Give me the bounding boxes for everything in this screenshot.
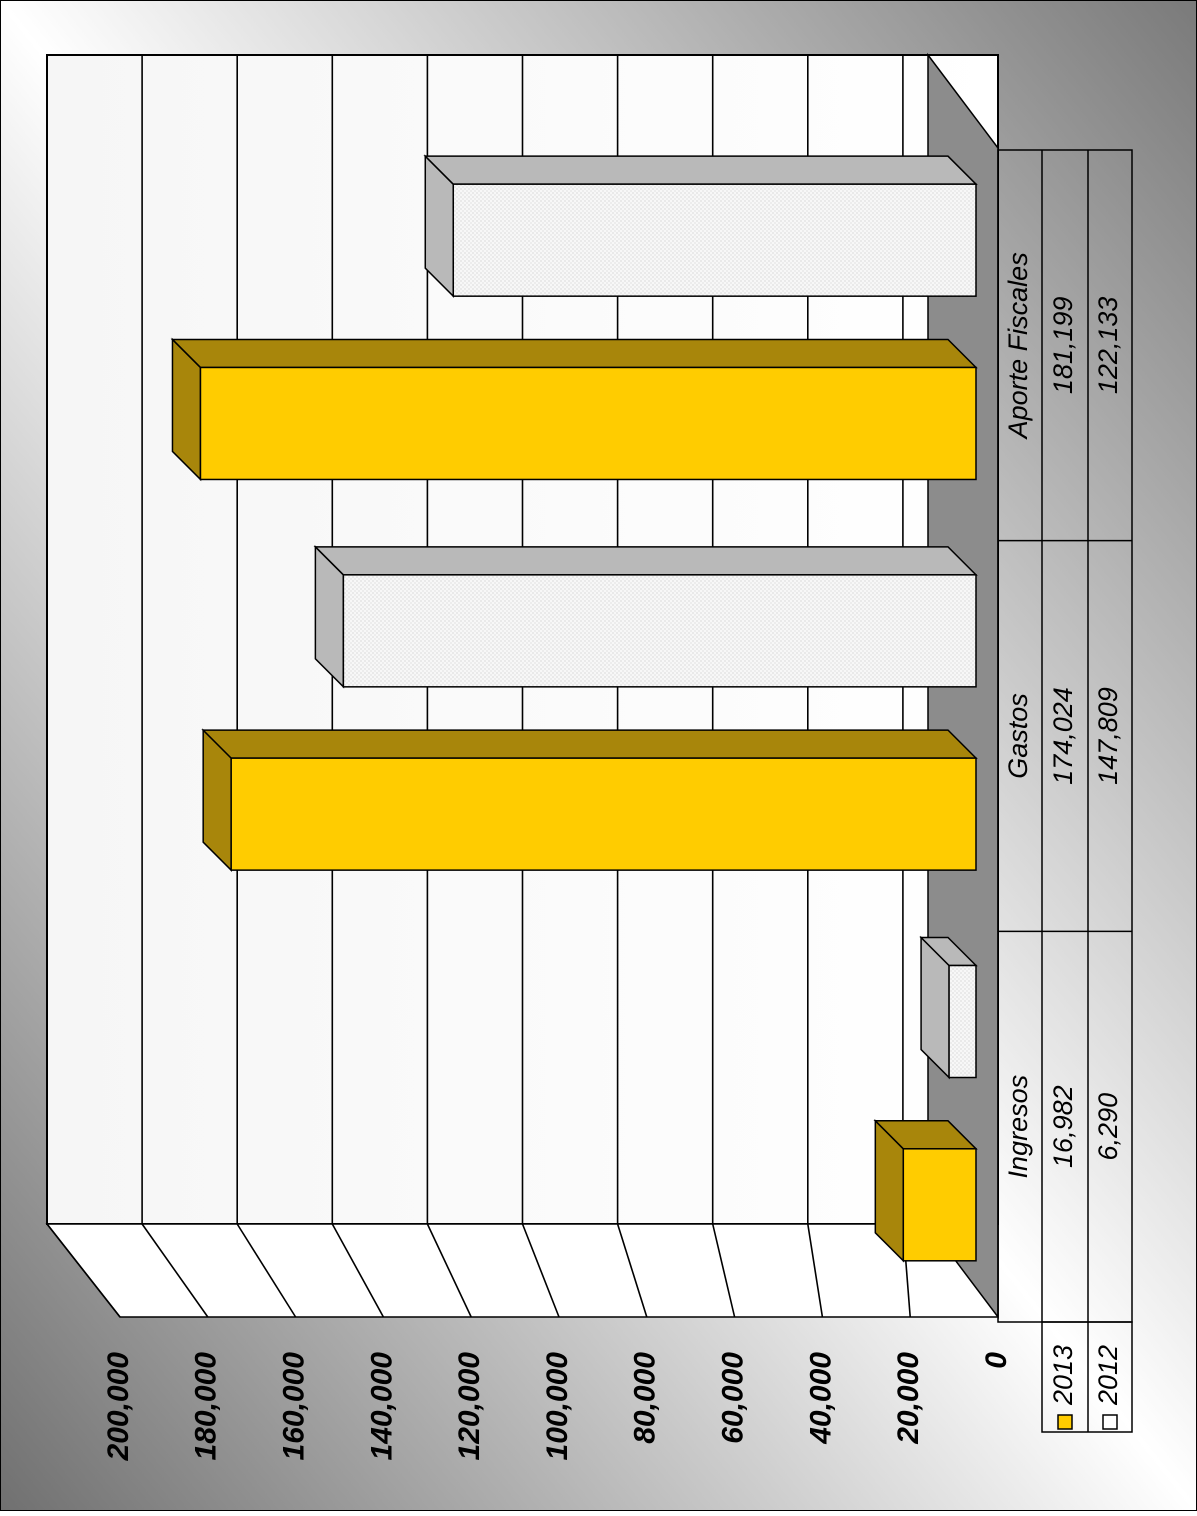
category-label: Gastos	[1003, 693, 1033, 779]
bar-side	[423, 155, 978, 185]
gridline-side	[331, 1223, 385, 1318]
gridline-side	[426, 1223, 472, 1318]
category-label: Aporte Fiscales	[1003, 252, 1033, 440]
bar	[342, 574, 977, 688]
value-label-2012: 6,290	[1093, 1093, 1123, 1161]
legend-swatch	[1102, 1414, 1118, 1430]
category-label: Ingresos	[1003, 1075, 1033, 1179]
data-table: Ingresos 16,982 6,290 Gastos 174,024 147,809 A…	[997, 149, 1133, 1433]
value-label-2013: 174,024	[1048, 687, 1078, 785]
bar	[230, 757, 977, 871]
value-label-2013: 16,982	[1048, 1085, 1078, 1168]
value-label-2012: 122,133	[1093, 297, 1123, 395]
y-tick-label: 180,000	[190, 1352, 223, 1461]
legend-label: 2013	[1048, 1345, 1078, 1406]
gridline-side	[236, 1223, 297, 1318]
gridline-side	[616, 1223, 648, 1318]
bar	[452, 183, 977, 297]
gridline-side	[521, 1223, 560, 1318]
y-tick-label: 140,000	[365, 1352, 398, 1461]
gridline-side	[807, 1223, 824, 1318]
bar	[902, 1148, 977, 1262]
legend-label: 2012	[1093, 1345, 1123, 1406]
bar-side	[201, 729, 978, 759]
bar	[948, 964, 977, 1079]
y-tick-label: 160,000	[278, 1352, 311, 1461]
y-tick-label: 0	[980, 1352, 1013, 1369]
bar	[199, 366, 977, 481]
gridline-side	[46, 1223, 121, 1318]
y-tick-label: 120,000	[453, 1352, 486, 1461]
bar-side	[313, 546, 978, 576]
value-axis: 0 20,000 40,000 60,000 80,000 100,000 120,000 1…	[102, 1352, 1013, 1462]
y-tick-label: 60,000	[717, 1352, 750, 1444]
legend-swatch	[1057, 1414, 1073, 1430]
y-tick-label: 200,000	[102, 1352, 135, 1462]
y-tick-label: 80,000	[629, 1352, 662, 1444]
side-wall	[45, 1223, 999, 1318]
bars	[170, 154, 978, 1263]
y-tick-label: 20,000	[892, 1352, 925, 1445]
gridline-side	[711, 1223, 736, 1318]
value-label-2012: 147,809	[1093, 687, 1123, 785]
gridline-side	[141, 1223, 209, 1318]
bar-side	[170, 338, 978, 369]
y-tick-label: 100,000	[541, 1352, 574, 1461]
legend-box	[1041, 1321, 1133, 1433]
y-tick-label: 40,000	[804, 1352, 837, 1445]
value-label-2013: 181,199	[1048, 297, 1078, 395]
